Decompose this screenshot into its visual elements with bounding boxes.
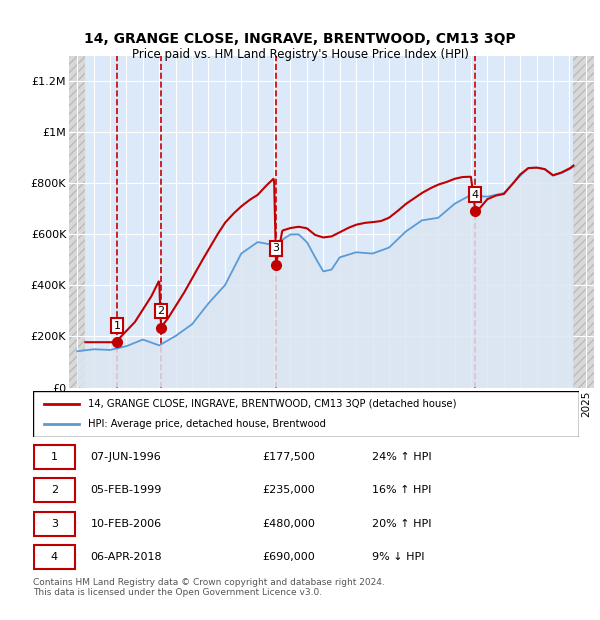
Text: 1: 1 xyxy=(51,452,58,462)
FancyBboxPatch shape xyxy=(34,478,75,502)
Text: 06-APR-2018: 06-APR-2018 xyxy=(91,552,162,562)
Text: Contains HM Land Registry data © Crown copyright and database right 2024.
This d: Contains HM Land Registry data © Crown c… xyxy=(33,578,385,597)
Text: £235,000: £235,000 xyxy=(262,485,315,495)
Text: HPI: Average price, detached house, Brentwood: HPI: Average price, detached house, Bren… xyxy=(88,419,326,429)
Text: £177,500: £177,500 xyxy=(262,452,315,462)
Bar xyxy=(69,56,85,388)
Text: 20% ↑ HPI: 20% ↑ HPI xyxy=(371,518,431,528)
FancyBboxPatch shape xyxy=(33,391,579,437)
Text: 2: 2 xyxy=(51,485,58,495)
FancyBboxPatch shape xyxy=(34,512,75,536)
Text: 1: 1 xyxy=(114,321,121,330)
Text: 24% ↑ HPI: 24% ↑ HPI xyxy=(371,452,431,462)
Text: £690,000: £690,000 xyxy=(262,552,315,562)
Text: 16% ↑ HPI: 16% ↑ HPI xyxy=(371,485,431,495)
FancyBboxPatch shape xyxy=(34,545,75,569)
Text: 14, GRANGE CLOSE, INGRAVE, BRENTWOOD, CM13 3QP: 14, GRANGE CLOSE, INGRAVE, BRENTWOOD, CM… xyxy=(84,32,516,46)
Text: 3: 3 xyxy=(51,518,58,528)
Bar xyxy=(574,56,594,388)
Text: 4: 4 xyxy=(51,552,58,562)
Text: 3: 3 xyxy=(272,244,280,254)
Text: 4: 4 xyxy=(472,190,479,200)
Text: 2: 2 xyxy=(157,306,164,316)
Text: 9% ↓ HPI: 9% ↓ HPI xyxy=(371,552,424,562)
Text: 05-FEB-1999: 05-FEB-1999 xyxy=(91,485,162,495)
Text: 10-FEB-2006: 10-FEB-2006 xyxy=(91,518,161,528)
FancyBboxPatch shape xyxy=(34,445,75,469)
Text: 07-JUN-1996: 07-JUN-1996 xyxy=(91,452,161,462)
Text: Price paid vs. HM Land Registry's House Price Index (HPI): Price paid vs. HM Land Registry's House … xyxy=(131,48,469,61)
Text: 14, GRANGE CLOSE, INGRAVE, BRENTWOOD, CM13 3QP (detached house): 14, GRANGE CLOSE, INGRAVE, BRENTWOOD, CM… xyxy=(88,399,456,409)
Text: £480,000: £480,000 xyxy=(262,518,315,528)
